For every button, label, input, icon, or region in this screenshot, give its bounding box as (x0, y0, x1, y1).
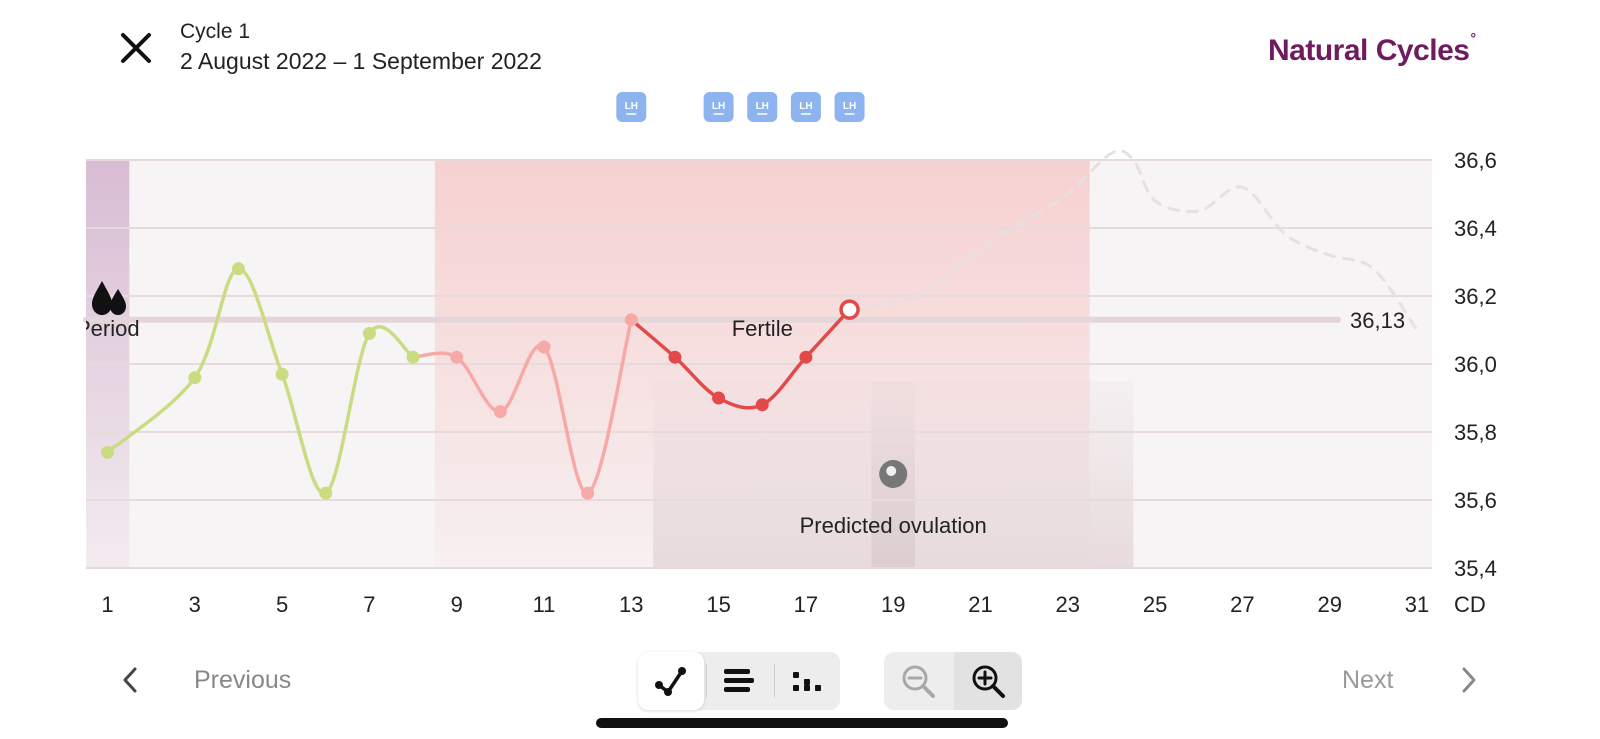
x-tick-label: 5 (276, 592, 288, 617)
y-tick-label: 36,6 (1454, 148, 1497, 173)
lh-badge-label: LH (756, 101, 769, 112)
x-tick-label: 3 (189, 592, 201, 617)
x-tick-label: 31 (1405, 592, 1429, 617)
data-point (668, 350, 682, 364)
x-tick-label: 29 (1317, 592, 1341, 617)
x-tick-label: 9 (451, 592, 463, 617)
lh-badge-label: LH (799, 101, 812, 112)
x-tick-label: 27 (1230, 592, 1254, 617)
data-point (624, 313, 638, 327)
x-tick-label: 21 (968, 592, 992, 617)
lh-badge-label: LH (712, 101, 725, 112)
brand-logo: Natural Cycles° (1268, 30, 1476, 68)
chevron-right-icon (1462, 667, 1476, 693)
lh-badge-label: LH (843, 101, 856, 112)
lh-test-badge[interactable]: LH (703, 92, 734, 122)
data-point (493, 405, 507, 419)
x-tick-label: 25 (1143, 592, 1167, 617)
y-tick-label: 36,2 (1454, 284, 1497, 309)
next-label: Next (1342, 665, 1394, 694)
lh-test-badge[interactable]: LH (747, 92, 778, 122)
predicted-ovulation-label: Predicted ovulation (800, 513, 987, 538)
x-tick-label: 11 (533, 592, 556, 617)
lh-badge-bg (747, 92, 778, 122)
lh-badge-bg (703, 92, 734, 122)
x-tick-label: 13 (619, 592, 643, 617)
lh-badge-bg (790, 92, 821, 122)
next-cycle-button[interactable]: Next (1342, 660, 1483, 700)
previous-label: Previous (194, 665, 292, 694)
x-axis-unit: CD (1454, 592, 1486, 617)
y-tick-label: 35,6 (1454, 488, 1497, 513)
close-button[interactable] (116, 28, 156, 68)
header: Cycle 1 2 August 2022 – 1 September 2022… (0, 0, 1600, 90)
line-chart-view-button[interactable] (638, 652, 704, 710)
chevron-left-icon (123, 667, 137, 693)
lh-test-badge[interactable]: LH (834, 92, 865, 122)
y-tick-label: 36,0 (1454, 352, 1497, 377)
view-divider (774, 664, 775, 698)
drop-shape (92, 281, 112, 315)
today-point (839, 299, 860, 320)
data-point (362, 326, 376, 340)
data-point (275, 367, 289, 381)
lh-test-badge[interactable]: LH (616, 92, 647, 122)
x-tick-label: 15 (706, 592, 730, 617)
bar-list-icon (724, 669, 754, 692)
home-indicator (596, 718, 1008, 728)
zoom-controls (884, 652, 1022, 710)
coverline-label: 36,13 (1350, 308, 1405, 333)
close-icon (121, 33, 151, 63)
cycle-title: Cycle 1 (180, 20, 251, 43)
data-point (537, 340, 551, 354)
ovulation-icon-dot (886, 466, 897, 476)
brand-name: Natural Cycles (1268, 34, 1470, 67)
x-tick-label: 1 (101, 592, 113, 617)
drop-shape (110, 289, 126, 315)
data-point (188, 371, 202, 385)
brand-mark: ° (1470, 30, 1476, 46)
data-point (755, 398, 769, 412)
previous-cycle-button[interactable]: Previous (116, 660, 291, 700)
x-tick-label: 7 (363, 592, 375, 617)
y-tick-label: 35,4 (1454, 556, 1497, 581)
y-tick-label: 35,8 (1454, 420, 1497, 445)
data-point (319, 486, 333, 500)
lh-test-badge[interactable]: LH (790, 92, 821, 122)
list-view-button[interactable] (706, 652, 772, 710)
data-point (799, 350, 813, 364)
series-line-prediction (848, 149, 1419, 332)
view-mode-toggle (638, 652, 840, 710)
zoom-in-button[interactable] (954, 652, 1022, 710)
zoom-out-icon (902, 665, 935, 698)
data-point (712, 391, 726, 405)
zoom-in-icon (972, 665, 1005, 698)
zoom-out-button[interactable] (884, 652, 952, 710)
data-point (231, 262, 245, 276)
temperature-chart: 36,636,436,236,035,835,635,41 3 5 7 9 11 13 15 1… (76, 92, 1497, 617)
dot-grid-icon (793, 672, 821, 691)
fertile-label: Fertile (732, 316, 793, 341)
line-chart-icon (655, 667, 686, 696)
view-divider (706, 664, 707, 698)
cycle-dates: 2 August 2022 – 1 September 2022 (180, 48, 542, 74)
lh-badge-label: LH (625, 101, 638, 112)
lh-badge-bg (834, 92, 865, 122)
x-tick-label: 17 (794, 592, 818, 617)
x-tick-label: 23 (1056, 592, 1080, 617)
data-point (101, 445, 114, 459)
data-point (450, 350, 464, 364)
y-tick-label: 36,4 (1454, 216, 1497, 241)
grid-view-button[interactable] (774, 652, 840, 710)
lh-badge-bg (616, 92, 647, 122)
x-tick-label: 19 (881, 592, 905, 617)
period-drops-icon (92, 281, 126, 315)
data-point (406, 350, 420, 364)
data-point (581, 486, 595, 500)
period-label: Period (76, 316, 140, 341)
